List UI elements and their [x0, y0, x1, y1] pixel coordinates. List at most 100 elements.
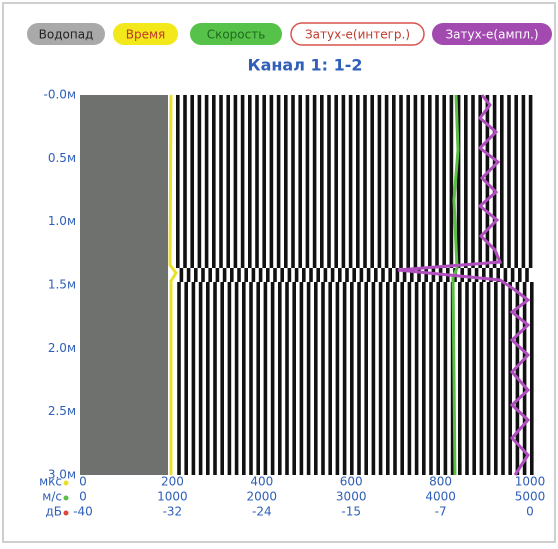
wave-stripe: [199, 282, 203, 475]
wave-stripe: [421, 95, 425, 268]
wave-stripe: [237, 268, 241, 282]
channel-title: Канал 1: 1-2: [247, 56, 362, 75]
wave-stripe: [428, 95, 432, 268]
x-tick-label: 0: [526, 505, 534, 519]
wave-stripe: [206, 282, 210, 475]
wave-stripe: [367, 268, 371, 282]
wave-stripe: [480, 282, 484, 475]
tab-button[interactable]: Водопад: [27, 23, 105, 45]
wave-stripe: [342, 95, 346, 268]
wave-stripe: [230, 268, 234, 282]
dead-zone: [80, 95, 168, 475]
wave-stripe: [306, 95, 310, 268]
wave-stripe: [270, 95, 274, 268]
wave-stripe: [417, 268, 421, 282]
wave-stripe: [501, 282, 505, 475]
unit-dot: [64, 496, 69, 501]
wave-stripe: [464, 95, 468, 268]
wave-stripe: [400, 282, 404, 475]
wave-stripe: [458, 282, 462, 475]
x-tick-label: 800: [429, 475, 452, 489]
wave-stripe: [264, 282, 268, 475]
wave-stripe: [244, 268, 248, 282]
wave-stripe: [487, 282, 491, 475]
wave-stripe: [327, 95, 331, 268]
wave-stripe: [249, 282, 253, 475]
wave-stripe: [388, 268, 392, 282]
wave-stripe: [436, 282, 440, 475]
wave-stripe: [444, 282, 448, 475]
wave-stripe: [198, 95, 202, 268]
wave-stripe: [386, 282, 390, 475]
wave-stripe: [525, 268, 529, 282]
wave-stripe: [216, 268, 220, 282]
wave-stripe: [374, 268, 378, 282]
x-tick-label: 2000: [247, 490, 278, 504]
wave-stripe: [241, 95, 245, 268]
wave-stripe: [316, 268, 320, 282]
wave-stripe: [324, 268, 328, 282]
wave-stripe: [288, 268, 292, 282]
wave-stripe: [212, 95, 216, 268]
wave-stripe: [266, 268, 270, 282]
wave-stripe: [385, 95, 389, 268]
wave-stripe: [338, 268, 342, 282]
depth-label: 2.0м: [48, 341, 76, 355]
wave-stripe: [307, 282, 311, 475]
wave-stripe: [514, 95, 518, 268]
wave-stripe: [475, 268, 479, 282]
x-tick-label: -7: [435, 505, 447, 519]
wave-stripe: [518, 268, 522, 282]
wave-stripe: [468, 268, 472, 282]
wave-stripe: [321, 282, 325, 475]
wave-stripe: [392, 95, 396, 268]
wave-stripe: [372, 282, 376, 475]
wave-stripe: [529, 95, 533, 268]
wave-stripe: [334, 95, 338, 268]
wave-stripe: [184, 282, 188, 475]
screen: Водопад Время Скорость Затух-е(интегр.) Зату…: [0, 0, 558, 545]
tab-button[interactable]: Затух-е(интегр.): [291, 23, 424, 45]
wave-stripe: [223, 268, 227, 282]
x-tick-label: -15: [341, 505, 361, 519]
wave-stripe: [507, 95, 511, 268]
tab-button[interactable]: Скорость: [190, 23, 282, 45]
wave-stripe: [205, 95, 209, 268]
wave-stripe: [309, 268, 313, 282]
wave-stripe: [234, 95, 238, 268]
button-label: Затух-е(ампл.): [445, 28, 538, 42]
tab-button[interactable]: Затух-е(ампл.): [432, 23, 552, 45]
wave-stripe: [352, 268, 356, 282]
wave-stripe: [194, 268, 198, 282]
wave-stripe: [219, 95, 223, 268]
wave-stripe: [414, 95, 418, 268]
wave-stripe: [280, 268, 284, 282]
wave-stripe: [435, 95, 439, 268]
wave-stripe: [378, 95, 382, 268]
wave-stripe: [248, 95, 252, 268]
wave-stripe: [357, 282, 361, 475]
wave-stripe: [406, 95, 410, 268]
wave-stripe: [429, 282, 433, 475]
x-tick-label: 1000: [157, 490, 188, 504]
wave-stripe: [320, 95, 324, 268]
wave-stripe: [235, 282, 239, 475]
tab-button[interactable]: Время: [113, 23, 178, 45]
x-tick-label: 600: [340, 475, 363, 489]
wave-stripe: [183, 95, 187, 268]
wave-stripe: [300, 282, 304, 475]
wave-stripe: [408, 282, 412, 475]
wave-stripe: [302, 268, 306, 282]
button-label: Скорость: [207, 28, 266, 42]
wave-stripe: [252, 268, 256, 282]
wave-stripe: [187, 268, 191, 282]
wave-stripe: [213, 282, 217, 475]
wave-stripe: [511, 268, 515, 282]
wave-stripe: [522, 95, 526, 268]
wave-stripe: [530, 282, 534, 475]
unit-label: мкс: [39, 475, 62, 489]
wave-stripe: [465, 282, 469, 475]
wave-stripe: [177, 282, 181, 475]
x-tick-label: 5000: [515, 490, 546, 504]
x-tick-label: 400: [250, 475, 273, 489]
